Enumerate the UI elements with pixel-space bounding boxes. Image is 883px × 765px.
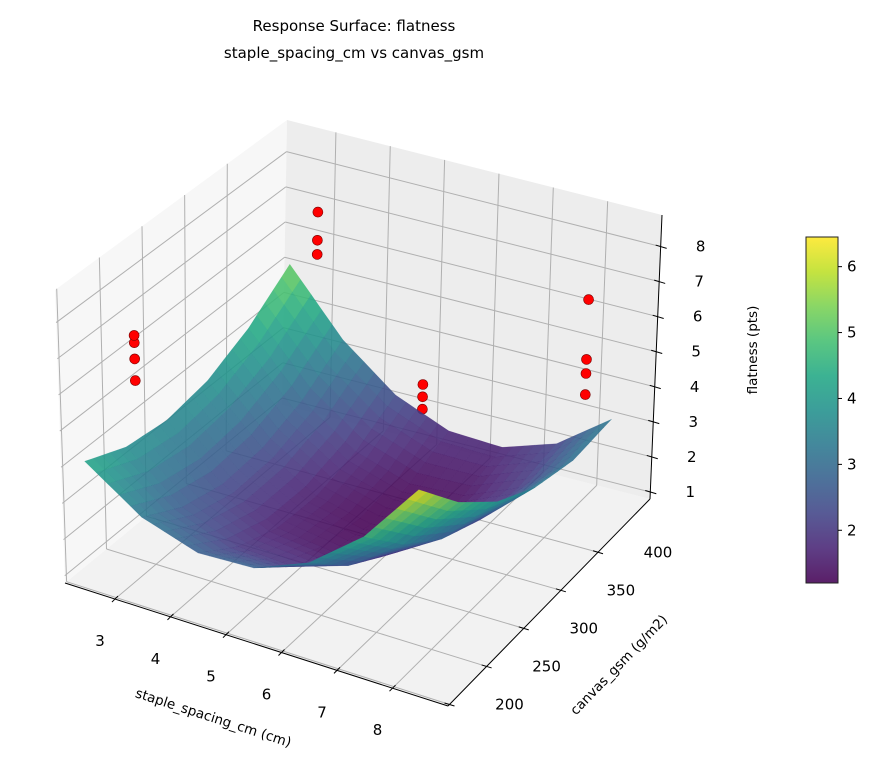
surface-facet xyxy=(407,489,428,502)
z-tick xyxy=(655,244,667,249)
x-tick xyxy=(389,684,396,692)
scatter-point xyxy=(312,206,324,218)
colorbar-tick-label: 5 xyxy=(847,324,857,342)
x-tick xyxy=(222,631,230,639)
z-tick-label: 2 xyxy=(687,448,697,466)
y-tick xyxy=(592,550,604,555)
z-tick xyxy=(652,314,664,319)
z-tick-label: 7 xyxy=(694,273,704,291)
back-gridline-x xyxy=(542,187,554,472)
colorbar-tick-label: 4 xyxy=(847,389,857,407)
y-tick-label: 350 xyxy=(607,581,636,599)
scatter-point xyxy=(129,353,140,365)
z-tick-label: 4 xyxy=(690,378,700,396)
left-gridline-z xyxy=(60,292,285,468)
z-tick-label: 3 xyxy=(689,413,699,431)
chart-title-line-2: staple_spacing_cm vs canvas_gsm xyxy=(224,44,484,63)
y-tick xyxy=(555,588,567,593)
colorbar-tick-label: 2 xyxy=(847,521,857,539)
left-gridline-z xyxy=(57,186,287,360)
z-axis-line xyxy=(649,214,663,500)
z-tick-label: 8 xyxy=(696,238,706,256)
scatter-point xyxy=(128,330,140,341)
y-tick-label: 400 xyxy=(644,543,673,561)
back-gridline-z xyxy=(285,186,660,283)
x-tick xyxy=(111,595,119,603)
x-tick-label: 3 xyxy=(95,632,105,650)
back-gridline-z xyxy=(285,221,658,318)
floor-gridline-x xyxy=(336,471,544,671)
z-tick xyxy=(651,349,663,355)
z-tick-label: 5 xyxy=(691,343,701,361)
z-tick xyxy=(646,454,658,460)
scatter-point xyxy=(583,294,594,305)
left-gridline-y xyxy=(56,288,68,582)
chart-title-line-1: Response Surface: flatness xyxy=(253,17,456,35)
z-tick-label: 6 xyxy=(693,308,703,326)
floor-gridline-y xyxy=(66,581,450,705)
y-tick xyxy=(518,626,529,631)
x-tick xyxy=(167,613,174,621)
x-tick-label: 7 xyxy=(317,703,327,721)
scatter-point xyxy=(311,249,323,260)
x-tick-label: 6 xyxy=(262,686,272,704)
y-axis-line xyxy=(447,498,651,707)
surface-and-points xyxy=(84,206,612,569)
back-gridline-z xyxy=(286,151,661,248)
x-axis-line xyxy=(64,582,449,707)
scatter-point xyxy=(581,354,592,365)
left-gridline-z xyxy=(55,151,287,323)
scatter-point xyxy=(580,368,592,379)
tick-labels: 3 4 5 6 7 8 200 250 300 350 400 1 2 3 4 5 6 7 8 xyxy=(95,238,705,740)
back-gridline-z xyxy=(284,256,657,353)
z-tick xyxy=(648,419,660,425)
scatter-point xyxy=(130,375,141,386)
z-axis-label: flatness (pts) xyxy=(745,306,761,395)
back-gridline-x xyxy=(489,173,500,459)
z-tick xyxy=(645,490,657,495)
x-tick-label: 5 xyxy=(206,668,216,686)
y-tick-label: 300 xyxy=(569,619,598,637)
colorbar-tick-label: 3 xyxy=(847,455,857,473)
floor-gridline-x xyxy=(392,485,598,689)
floor-gridline-y xyxy=(106,548,487,667)
scatter-point xyxy=(312,235,323,246)
back-gridline-z xyxy=(283,291,655,388)
colorbar-tick-label: 6 xyxy=(847,258,857,276)
axis-lines xyxy=(64,214,667,707)
back-gridline-x xyxy=(436,159,446,445)
scatter-point xyxy=(417,379,429,390)
colorbar: 2 3 4 5 6 xyxy=(805,236,857,584)
x-tick xyxy=(278,649,285,656)
colorbar-gradient xyxy=(805,236,839,584)
x-tick-label: 8 xyxy=(373,721,383,739)
left-gridline-z xyxy=(59,256,285,432)
y-tick-label: 200 xyxy=(495,696,524,714)
scatter-point xyxy=(417,391,428,403)
left-gridline-y xyxy=(98,257,107,549)
z-tick-label: 1 xyxy=(686,483,696,501)
scatter-point xyxy=(579,389,591,400)
x-tick xyxy=(333,666,341,674)
y-tick xyxy=(481,664,492,669)
y-tick xyxy=(444,702,455,707)
back-gridline-x xyxy=(596,201,609,486)
left-gridline-z xyxy=(58,221,286,396)
y-tick-label: 250 xyxy=(532,657,561,675)
surface-facet xyxy=(84,458,105,473)
z-tick xyxy=(649,384,661,390)
x-tick-label: 4 xyxy=(151,650,161,668)
z-tick xyxy=(654,279,666,284)
